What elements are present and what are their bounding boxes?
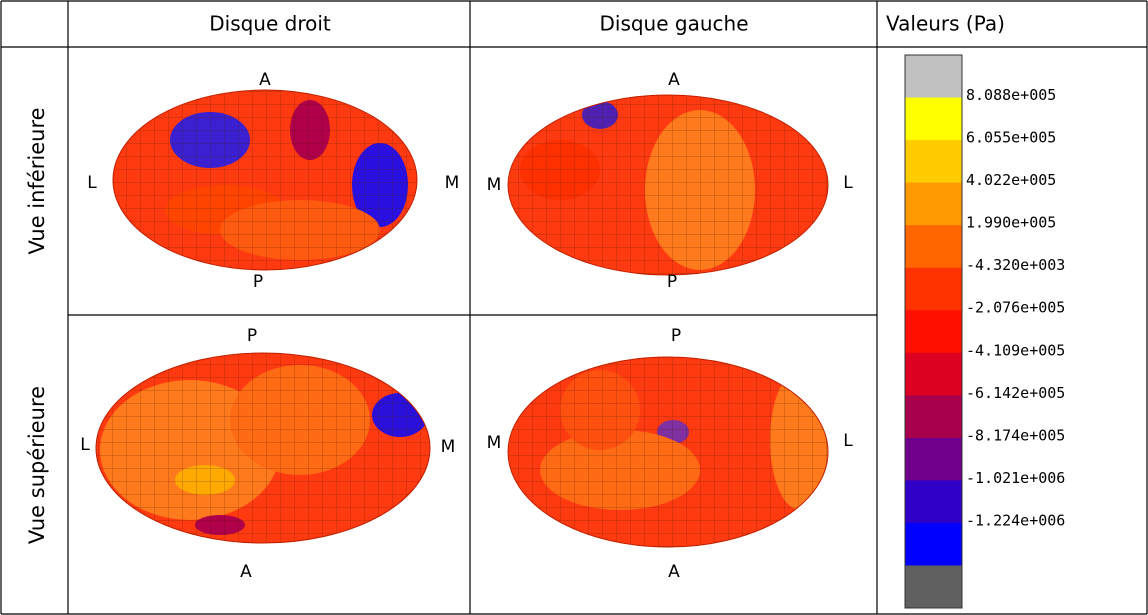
row-label: Vue inférieure [25, 107, 49, 254]
disc-stress [508, 357, 828, 547]
disc-stress [508, 95, 828, 275]
legend-label: -1.021e+006 [966, 469, 1065, 487]
disc-rendering [95, 352, 431, 544]
mesh [508, 357, 828, 547]
legend-label: 6.055e+005 [966, 129, 1056, 147]
legend-label: -6.142e+005 [966, 384, 1065, 402]
legend-swatch [905, 522, 962, 566]
legend-swatch [905, 97, 962, 141]
legend-swatch [905, 55, 962, 99]
legend-swatch [905, 480, 962, 524]
orientation-label: M [487, 433, 502, 453]
legend-label: -8.174e+005 [966, 426, 1065, 444]
mesh [508, 95, 828, 275]
legend-swatch [905, 225, 962, 269]
legend-swatch [905, 437, 962, 481]
disc-stress [113, 90, 417, 270]
legend-swatch [905, 140, 962, 184]
legend-swatch [905, 565, 962, 609]
disc-rendering [112, 89, 418, 271]
orientation-label: M [487, 175, 502, 195]
orientation-label: M [445, 173, 460, 193]
mesh [96, 353, 430, 543]
legend-label: 4.022e+005 [966, 171, 1056, 189]
legend-label: -1.224e+006 [966, 511, 1065, 529]
legend-label: 8.088e+005 [966, 86, 1056, 104]
column-header: Disque gauche [599, 12, 748, 36]
orientation-label: L [87, 173, 97, 193]
orientation-label: L [843, 173, 853, 193]
legend-label: 1.990e+005 [966, 214, 1056, 232]
orientation-label: P [667, 272, 677, 292]
column-header: Disque droit [209, 12, 331, 36]
legend-swatch [905, 352, 962, 396]
column-header: Valeurs (Pa) [886, 12, 1005, 36]
legend-frame [904, 54, 963, 609]
disc-rendering [507, 356, 829, 548]
orientation-label: A [668, 562, 680, 582]
orientation-label: M [441, 437, 456, 457]
row-label: Vue supérieure [25, 386, 49, 544]
orientation-label: P [671, 326, 681, 346]
legend-swatch [905, 395, 962, 439]
disc-edge [507, 94, 829, 276]
disc-edge [507, 356, 829, 548]
orientation-label: A [259, 70, 271, 90]
disc-edge [95, 352, 431, 544]
orientation-label: A [668, 70, 680, 90]
disc-stress [96, 353, 430, 543]
orientation-label: P [247, 326, 257, 346]
disc-edge [112, 89, 418, 271]
disc-rendering [507, 94, 829, 276]
orientation-label: P [253, 272, 263, 292]
legend-label: -4.109e+005 [966, 341, 1065, 359]
legend-swatch [905, 267, 962, 311]
mesh [113, 90, 417, 270]
orientation-label: L [843, 431, 853, 451]
legend-label: -4.320e+003 [966, 256, 1065, 274]
legend-swatch [905, 310, 962, 354]
legend-swatch [905, 182, 962, 226]
orientation-label: L [80, 435, 90, 455]
orientation-label: A [240, 562, 252, 582]
legend-label: -2.076e+005 [966, 299, 1065, 317]
